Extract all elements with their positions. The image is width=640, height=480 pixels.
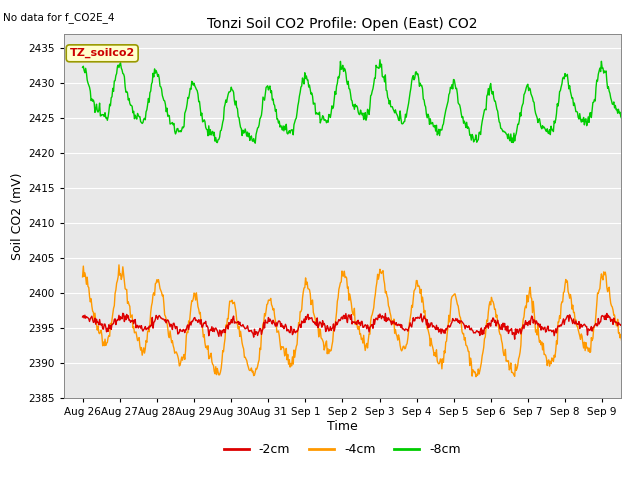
Legend: -2cm, -4cm, -8cm: -2cm, -4cm, -8cm <box>219 438 466 461</box>
Title: Tonzi Soil CO2 Profile: Open (East) CO2: Tonzi Soil CO2 Profile: Open (East) CO2 <box>207 17 477 31</box>
Text: No data for f_CO2E_4: No data for f_CO2E_4 <box>3 12 115 23</box>
Text: TZ_soilco2: TZ_soilco2 <box>70 48 135 59</box>
X-axis label: Time: Time <box>327 420 358 433</box>
Y-axis label: Soil CO2 (mV): Soil CO2 (mV) <box>12 172 24 260</box>
